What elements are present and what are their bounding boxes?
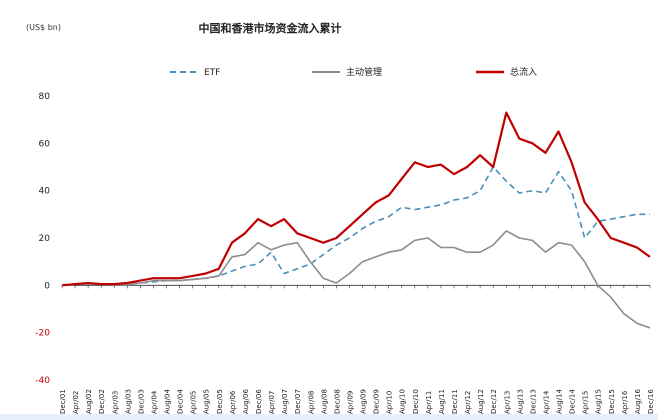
y-tick-label: 0: [44, 281, 50, 291]
x-tick-label: Apr/04: [150, 390, 158, 414]
x-tick-label: Apr/03: [111, 391, 119, 414]
x-tick-label: Apr/15: [582, 391, 590, 414]
x-tick-label: Apr/02: [72, 391, 80, 414]
legend-label-active: 主动管理: [346, 66, 382, 78]
x-tick-label: Apr/11: [425, 391, 433, 414]
x-tick-label: Dec/10: [412, 389, 420, 414]
x-tick-label: Apr/09: [346, 391, 354, 414]
x-tick-label: Dec/08: [333, 389, 341, 414]
series-line-total: [61, 111, 651, 287]
x-tick-label: Aug/08: [320, 389, 328, 414]
y-tick-label: 60: [39, 139, 51, 149]
legend-label-etf: ETF: [204, 68, 220, 78]
x-tick-label: Apr/12: [464, 391, 472, 414]
x-tick-label: Dec/15: [608, 389, 616, 414]
x-tick-labels: Dec/01 Apr/02 Aug/02 Dec/02 Apr/03 Aug/03 Dec/…: [59, 389, 655, 414]
y-tick-label: 40: [39, 187, 51, 197]
x-tick-label: Aug/15: [595, 389, 603, 414]
x-tick-label: Dec/03: [137, 389, 145, 414]
x-tick-label: Dec/13: [529, 389, 537, 414]
x-tick-label: Aug/14: [556, 389, 564, 414]
x-tick-label: Aug/06: [242, 389, 250, 414]
x-tick-label: Apr/13: [503, 391, 511, 414]
x-tick-label: Dec/14: [569, 389, 577, 414]
x-tick-label: Dec/04: [177, 389, 185, 414]
x-tick-label: Dec/12: [490, 389, 498, 414]
legend-label-total: 总流入: [510, 66, 537, 78]
x-tick-label: Apr/05: [190, 391, 198, 414]
x-tick-label: Apr/06: [229, 390, 237, 414]
axes: [61, 284, 651, 289]
bottom-strip: [0, 414, 658, 420]
chart-title: 中国和香港市场资金流入累计: [199, 21, 342, 35]
x-tick-label: Aug/04: [164, 389, 172, 414]
x-tick-label: Aug/02: [85, 389, 93, 414]
x-tick-label: Apr/08: [307, 391, 315, 414]
x-tick-label: Apr/10: [386, 391, 394, 414]
x-tick-label: Apr/07: [268, 391, 276, 414]
x-tick-label: Apr/14: [542, 390, 550, 414]
x-tick-label: Aug/03: [124, 389, 132, 414]
x-tick-label: Aug/10: [399, 389, 407, 414]
series-line-active: [61, 230, 651, 329]
x-tick-label: Aug/09: [360, 389, 368, 414]
y-tick-label: 80: [39, 92, 51, 102]
x-tick-label: Dec/09: [373, 389, 381, 414]
x-tick-label: Dec/07: [294, 389, 302, 414]
x-tick-label: Aug/07: [281, 389, 289, 414]
y-tick-label: -40: [35, 376, 50, 386]
unit-label: (US$ bn): [26, 23, 61, 32]
x-tick-label: Aug/13: [516, 389, 524, 414]
x-tick-label: Dec/01: [59, 389, 67, 414]
x-tick-label: Aug/16: [634, 389, 642, 414]
x-tick-label: Dec/02: [98, 389, 106, 414]
x-tick-label: Dec/06: [255, 389, 263, 414]
x-tick-label: Aug/05: [203, 389, 211, 414]
y-tick-label: 20: [39, 234, 51, 244]
x-tick-label: Dec/11: [451, 389, 459, 414]
x-tick-label: Aug/12: [477, 389, 485, 414]
legend: ETF 主动管理 总流入: [170, 66, 537, 78]
y-tick-labels: -40 -20 0 20 40 60 80: [35, 92, 50, 386]
x-tick-label: Dec/05: [216, 389, 224, 414]
y-tick-label: -20: [35, 329, 50, 339]
x-tick-label: Aug/11: [438, 389, 446, 414]
x-tick-label: Apr/16: [621, 390, 629, 414]
series-lines: [61, 111, 651, 329]
x-tick-label: Dec/16: [647, 389, 655, 414]
series-line-etf: [61, 166, 650, 287]
